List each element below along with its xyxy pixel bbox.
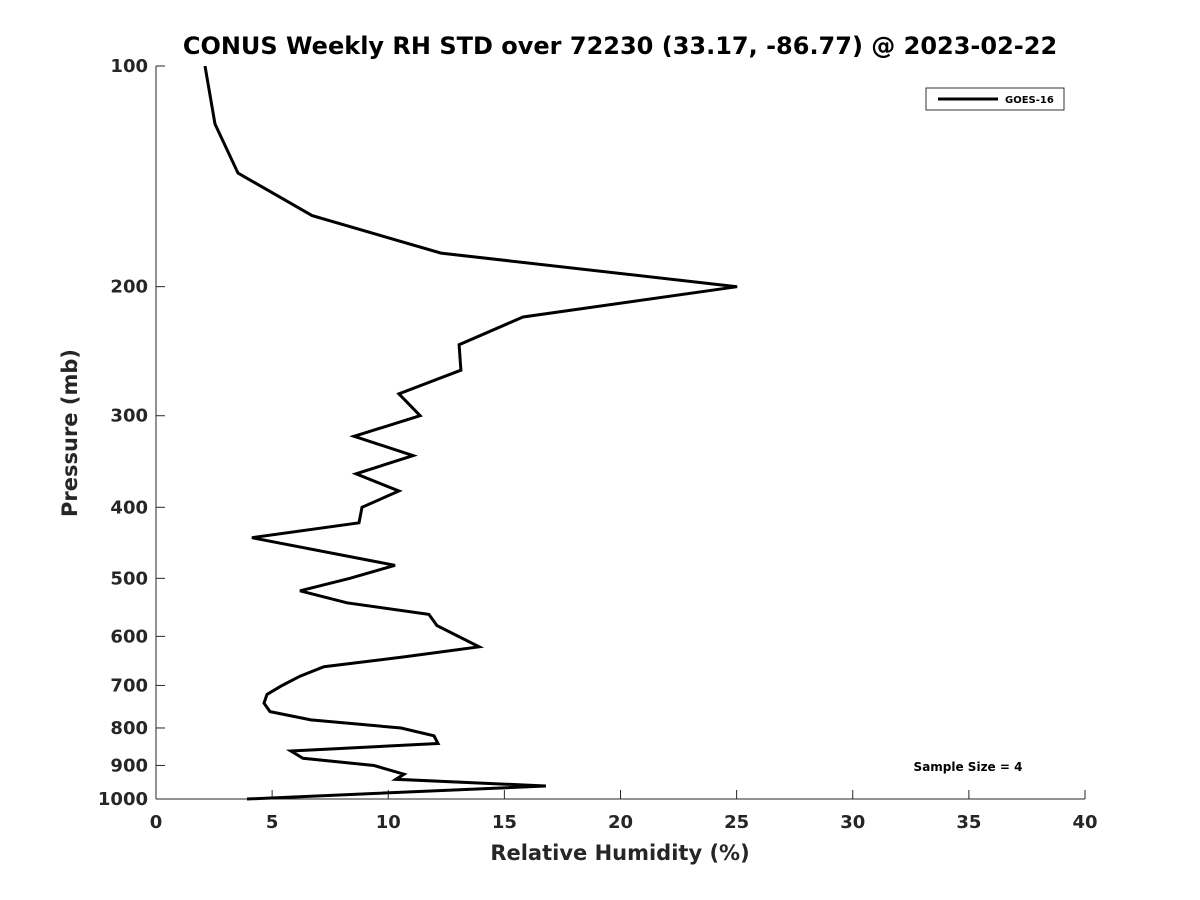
chart-title: CONUS Weekly RH STD over 72230 (33.17, -… — [183, 32, 1057, 60]
legend: GOES-16 — [925, 87, 1065, 111]
y-tick-label: 200 — [110, 277, 148, 298]
x-axis-label: Relative Humidity (%) — [490, 841, 749, 865]
x-tick-label: 40 — [1072, 812, 1097, 833]
y-tick-label: 600 — [110, 626, 148, 647]
y-axis-label: Pressure (mb) — [58, 349, 82, 517]
x-tick-label: 25 — [724, 812, 749, 833]
x-tick-label: 20 — [608, 812, 633, 833]
y-tick-label: 700 — [110, 675, 148, 696]
x-tick-label: 15 — [492, 812, 517, 833]
y-tick-label: 400 — [110, 497, 148, 518]
y-tick-label: 500 — [110, 568, 148, 589]
axes: 0 5 10 15 20 25 30 35 40 100 200 300 400 500 600 700 800… — [98, 56, 1098, 833]
x-tick-label: 35 — [956, 812, 981, 833]
y-tick-label: 800 — [110, 718, 148, 739]
sample-size-annotation: Sample Size = 4 — [914, 760, 1023, 774]
series-layer — [203, 65, 738, 801]
x-tick-label: 30 — [840, 812, 865, 833]
y-tick-label: 100 — [110, 56, 148, 77]
x-tick-label: 5 — [266, 812, 279, 833]
legend-entry-goes16: GOES-16 — [1005, 95, 1054, 106]
x-tick-label: 10 — [376, 812, 401, 833]
y-tick-label: 900 — [110, 755, 148, 776]
y-tick-label: 300 — [110, 406, 148, 427]
x-tick-label: 0 — [150, 812, 163, 833]
y-tick-label: 1000 — [98, 789, 148, 810]
series-line-goes16 — [203, 65, 738, 801]
